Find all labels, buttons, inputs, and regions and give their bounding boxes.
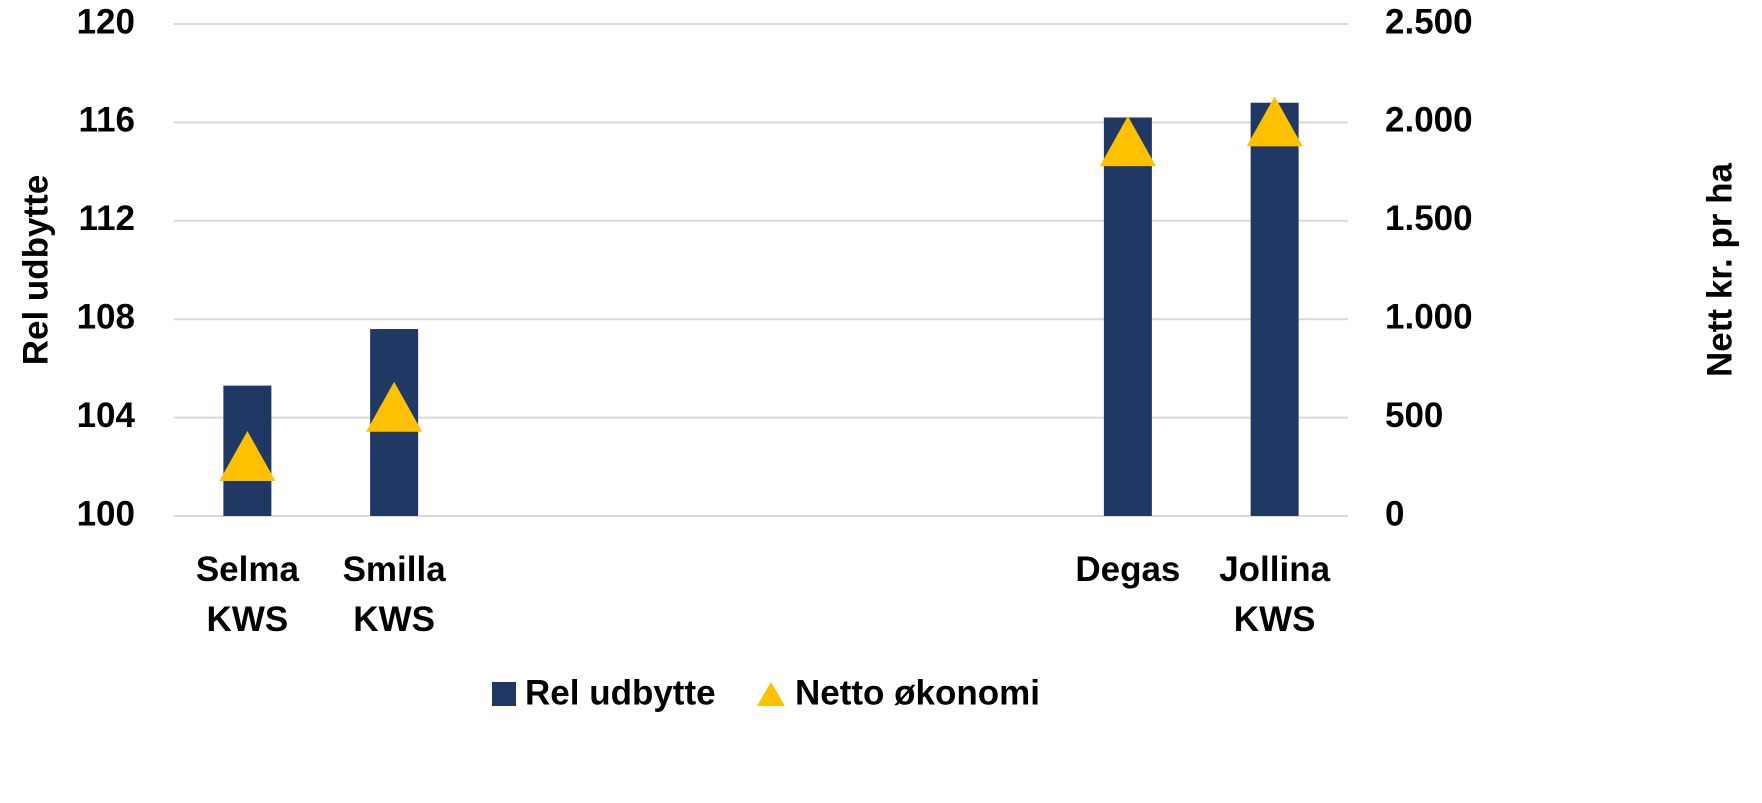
x-tick-label: Degas bbox=[1075, 550, 1181, 589]
triangle-marker bbox=[1099, 116, 1156, 167]
triangle-marker bbox=[366, 381, 423, 432]
y-tick-label: 100 bbox=[77, 494, 135, 533]
y-tick-label: 120 bbox=[77, 2, 135, 41]
y2-tick-label: 1.500 bbox=[1385, 199, 1473, 238]
x-tick-label: Selma KWS bbox=[195, 550, 299, 639]
y2-axis-label: Nett kr. pr ha bbox=[1700, 162, 1739, 376]
triangle-marker bbox=[219, 430, 276, 481]
x-tick-label: Jollina KWS bbox=[1219, 550, 1331, 639]
y-axis-label: Rel udbytte bbox=[16, 175, 55, 366]
y2-tick-label: 500 bbox=[1385, 396, 1443, 435]
y-tick-label: 108 bbox=[77, 297, 135, 336]
y2-tick-label: 0 bbox=[1385, 494, 1404, 533]
y2-tick-label: 1.000 bbox=[1385, 297, 1473, 336]
y-tick-label: 104 bbox=[77, 396, 136, 435]
y-tick-label: 116 bbox=[79, 101, 135, 140]
legend-marker bbox=[757, 682, 785, 706]
y2-tick-label: 2.500 bbox=[1385, 2, 1473, 41]
legend-label: Netto økonomi bbox=[795, 673, 1040, 712]
legend-marker bbox=[492, 682, 516, 706]
y-tick-label: 112 bbox=[79, 199, 135, 238]
x-tick-label: Smilla KWS bbox=[342, 550, 446, 639]
bar bbox=[1103, 117, 1152, 516]
bar bbox=[1250, 102, 1299, 516]
y2-tick-label: 2.000 bbox=[1385, 101, 1473, 140]
triangle-marker bbox=[1246, 96, 1303, 147]
legend-label: Rel udbytte bbox=[525, 673, 716, 712]
